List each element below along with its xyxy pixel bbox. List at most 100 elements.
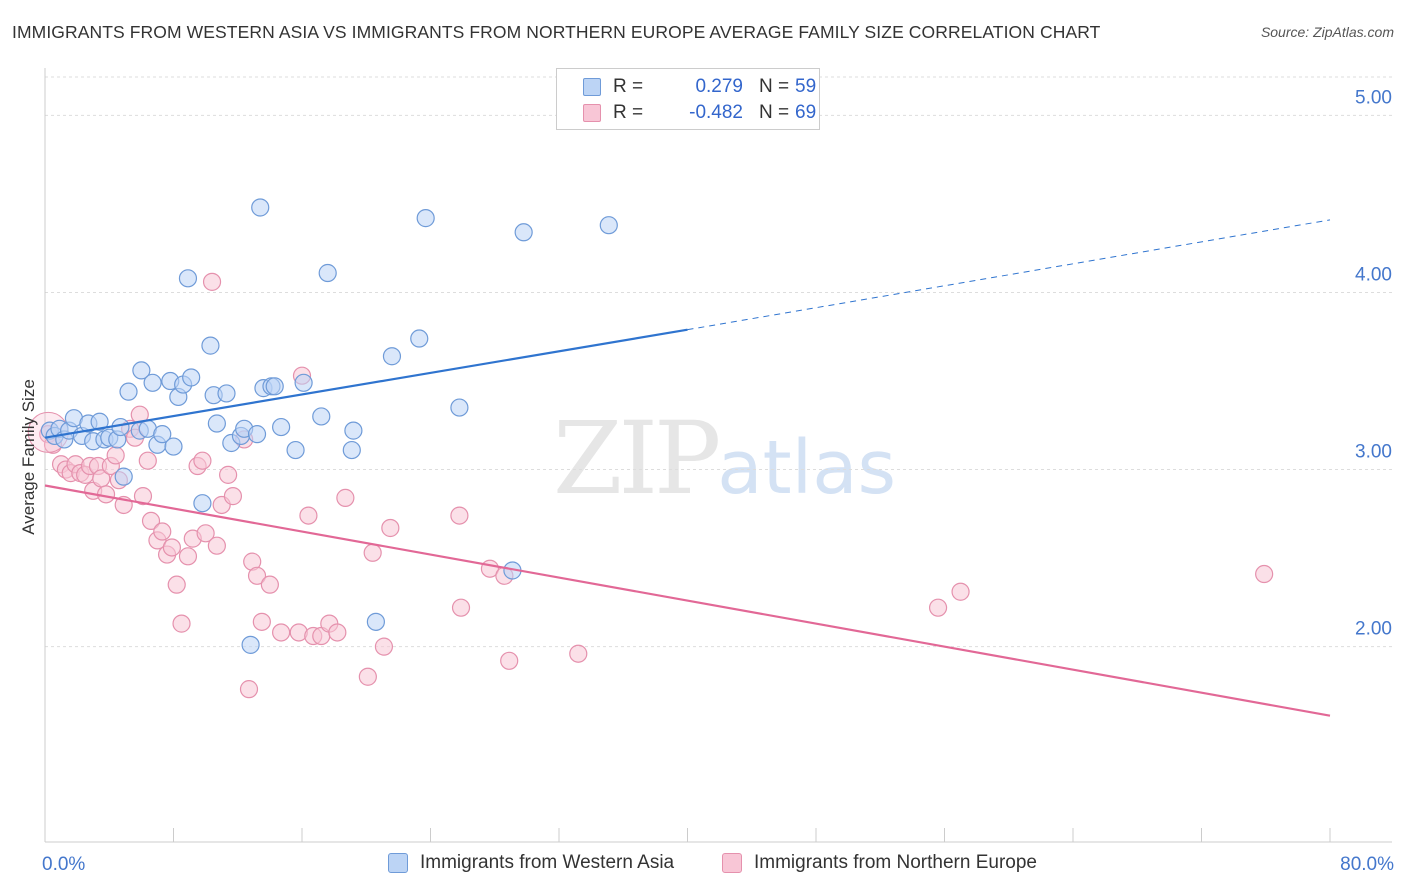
watermark-zip: ZIP — [553, 400, 721, 517]
western-asia-point — [193, 494, 212, 513]
y-axis-title: Average Family Size — [19, 379, 38, 535]
western-asia-point — [114, 467, 133, 486]
northern-europe-point — [381, 518, 400, 538]
northern-europe-point — [336, 488, 355, 507]
western-asia-point — [201, 336, 220, 355]
northern-europe-point — [106, 446, 125, 465]
western-asia-point — [217, 384, 236, 403]
western-asia-point — [514, 223, 533, 242]
western-asia-point — [416, 209, 435, 228]
chart-title: IMMIGRANTS FROM WESTERN ASIA VS IMMIGRAN… — [12, 22, 1101, 42]
northern-europe-point — [299, 506, 318, 525]
northern-europe-point — [196, 524, 215, 543]
western-asia-point — [450, 398, 469, 417]
watermark: ZIPatlas — [553, 400, 896, 517]
northern-europe-point — [167, 575, 186, 594]
western-asia-trend-line — [44, 328, 688, 439]
western-asia-point — [178, 269, 198, 288]
northern-europe-point — [141, 511, 161, 531]
legend-r-value: 0.279 — [695, 76, 743, 97]
legend-n-label: N = — [759, 102, 790, 123]
northern-europe-point — [252, 612, 271, 631]
northern-europe-point — [219, 465, 238, 484]
western-asia-point — [90, 412, 109, 431]
legend-r-label: R = — [613, 102, 644, 123]
legend-n-value: 69 — [795, 102, 817, 123]
western-asia-point — [153, 425, 172, 444]
legend-swatch-northern-europe — [583, 104, 601, 122]
x-tick-label: 0.0% — [42, 854, 85, 875]
northern-europe-point — [207, 536, 226, 555]
northern-europe-point — [178, 547, 198, 566]
northern-europe-point — [358, 667, 377, 686]
y-tick-label: 4.00 — [1355, 264, 1392, 285]
western-asia-point — [286, 440, 305, 460]
y-tick-label: 2.00 — [1355, 619, 1392, 640]
northern-europe-point — [162, 538, 181, 557]
northern-europe-point — [450, 506, 469, 525]
western-asia-point — [207, 414, 226, 433]
legend-r-label: R = — [613, 76, 644, 97]
legend-swatch-western-asia — [583, 78, 601, 96]
northern-europe-trend-line — [44, 484, 1331, 717]
northern-europe-point — [138, 451, 157, 470]
northern-europe-point — [260, 575, 279, 594]
western-asia-point — [241, 635, 260, 654]
western-asia-point — [164, 437, 183, 456]
northern-europe-point — [569, 644, 588, 663]
legend-n-label: N = — [759, 76, 790, 97]
tick-labels: 2.00 3.00 4.00 5.00 0.0% 80.0% — [42, 87, 1394, 875]
northern-europe-point — [247, 566, 267, 585]
western-asia-point — [344, 421, 363, 440]
northern-europe-point — [451, 598, 471, 617]
western-asia-point — [382, 347, 402, 366]
northern-europe-point — [193, 451, 212, 470]
northern-europe-point — [363, 543, 382, 562]
northern-europe-point — [133, 487, 153, 506]
northern-europe-point — [951, 582, 970, 601]
western-asia-point — [599, 216, 618, 235]
western-asia-point — [247, 425, 267, 444]
y-tick-label: 3.00 — [1355, 442, 1392, 463]
northern-europe-point — [172, 614, 191, 633]
x-tick-label: 80.0% — [1340, 854, 1394, 875]
western-asia-point — [265, 377, 284, 396]
western-asia-point — [342, 440, 361, 460]
northern-europe-point — [1255, 564, 1274, 584]
western-asia-point — [119, 382, 138, 401]
northern-europe-point — [374, 637, 394, 656]
western-asia-point — [132, 361, 151, 380]
western-asia-point — [366, 612, 385, 631]
western-asia-point — [410, 329, 429, 348]
northern-europe-point — [202, 272, 222, 291]
northern-europe-point — [272, 623, 291, 642]
bottom-legend-swatch-northern-europe — [722, 853, 742, 873]
northern-europe-point — [239, 680, 259, 699]
series-northern-europe-points — [27, 272, 1274, 699]
bottom-legend-label-western-asia: Immigrants from Western Asia — [420, 852, 675, 873]
northern-europe-point — [500, 651, 519, 670]
northern-europe-point — [153, 522, 172, 541]
bottom-legend-label-northern-europe: Immigrants from Northern Europe — [754, 852, 1037, 873]
northern-europe-point — [328, 623, 347, 642]
western-asia-point — [143, 373, 162, 392]
bottom-legend-swatch-western-asia — [388, 853, 408, 873]
western-asia-point — [272, 417, 291, 437]
northern-europe-point — [223, 487, 243, 506]
watermark-atlas: atlas — [717, 425, 897, 511]
northern-europe-point — [928, 598, 948, 617]
western-asia-point — [312, 407, 331, 426]
axis-layer — [44, 68, 1392, 843]
correlation-legend: R = 0.279 N = 59 R = -0.482 N = 69 — [556, 68, 820, 130]
western-asia-point — [294, 373, 313, 392]
y-tick-label: 5.00 — [1355, 87, 1392, 108]
legend-n-value: 59 — [795, 76, 817, 97]
western-asia-point — [251, 198, 270, 217]
trend-lines — [44, 219, 1331, 717]
western-asia-trend-extension — [687, 219, 1331, 331]
western-asia-point — [182, 368, 201, 387]
legend-r-value: -0.482 — [689, 102, 743, 123]
source-credit: Source: ZipAtlas.com — [1260, 24, 1394, 40]
western-asia-point — [318, 263, 337, 283]
